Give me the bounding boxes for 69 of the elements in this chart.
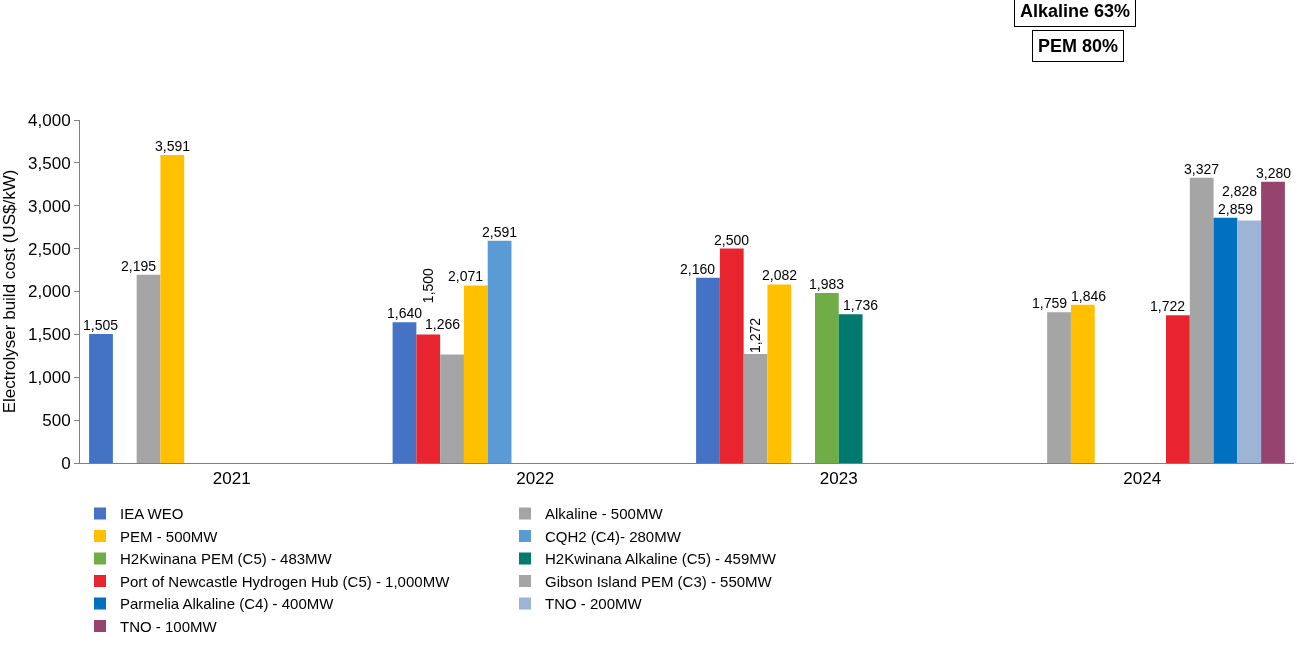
data-label: 2,195 [121, 258, 157, 274]
legend-label: H2Kwinana Alkaline (C5) - 459MW [545, 550, 777, 568]
data-label: 2,160 [680, 261, 716, 277]
bar [463, 285, 488, 463]
y-axis-title: Electrolyser build cost (US$/kW) [0, 169, 19, 414]
text: PEM 80% [1038, 36, 1119, 56]
y-tick-label: 3,000 [28, 196, 71, 216]
y-tick-label: 500 [42, 411, 71, 431]
text: Alkaline 63% [1020, 1, 1131, 21]
data-label: 3,280 [1256, 165, 1292, 181]
data-label: 1,736 [843, 297, 879, 313]
x-tick-label: 2024 [1123, 469, 1162, 489]
x-tick-label: 2022 [516, 469, 555, 489]
bar [696, 277, 720, 463]
legend-label: TNO - 200MW [545, 595, 643, 613]
data-label: 1,505 [83, 317, 119, 333]
data-label: 2,082 [762, 267, 798, 283]
legend-label: Parmelia Alkaline (C4) - 400MW [120, 595, 335, 613]
bar [160, 155, 185, 463]
x-tick-label: 2023 [819, 469, 858, 489]
bar [1047, 312, 1071, 463]
bar [136, 274, 161, 463]
data-label: 1,759 [1032, 295, 1068, 311]
bar [1166, 315, 1190, 463]
legend-label: Gibson Island PEM (C3) - 550MW [545, 572, 773, 590]
bar [838, 314, 863, 463]
bar [487, 240, 512, 463]
y-tick-label: 1,500 [28, 325, 71, 345]
legend-label: CQH2 (C4)- 280MW [545, 527, 682, 545]
data-label: 2,828 [1222, 183, 1258, 199]
data-label: 2,859 [1218, 201, 1254, 217]
bar [1189, 177, 1214, 463]
y-tick-label: 0 [61, 453, 71, 473]
data-label: 1,500 [420, 267, 437, 304]
legend-label: Port of Newcastle Hydrogen Hub (C5) - 1,000MW [120, 572, 451, 590]
data-label: 1,722 [1150, 298, 1186, 314]
data-label: 3,327 [1184, 161, 1220, 177]
bar [1070, 304, 1095, 463]
data-label: 1,272 [747, 317, 764, 353]
data-label: 1,640 [387, 305, 423, 321]
data-label: 2,500 [714, 232, 750, 248]
bar [719, 248, 744, 463]
bar [440, 354, 464, 463]
y-tick-label: 3,500 [28, 153, 71, 173]
bar [814, 292, 839, 463]
data-label: 2,591 [482, 224, 518, 240]
bar [392, 322, 417, 463]
y-tick-label: 4,000 [28, 110, 71, 130]
bar [89, 333, 113, 463]
legend-label: IEA WEO [120, 505, 184, 523]
y-tick-label: 2,000 [28, 282, 71, 302]
bar [1237, 220, 1262, 463]
data-label: 2,071 [448, 268, 484, 284]
legend-label: TNO - 100MW [120, 617, 218, 635]
data-label: 1,266 [425, 316, 461, 332]
data-label: 3,591 [155, 138, 191, 154]
x-tick-label: 2021 [212, 469, 251, 489]
bar [767, 284, 792, 463]
bar [743, 353, 768, 463]
data-label: 1,846 [1071, 288, 1107, 304]
legend-label: PEM - 500MW [120, 527, 219, 545]
bar [1261, 181, 1285, 463]
y-tick-label: 2,500 [28, 239, 71, 259]
legend-label: H2Kwinana PEM (C5) - 483MW [120, 550, 333, 568]
data-label: 1,983 [809, 276, 845, 292]
bar [1213, 217, 1238, 463]
legend-label: Alkaline - 500MW [545, 505, 664, 523]
bar [416, 334, 441, 463]
y-tick-label: 1,000 [28, 368, 71, 388]
